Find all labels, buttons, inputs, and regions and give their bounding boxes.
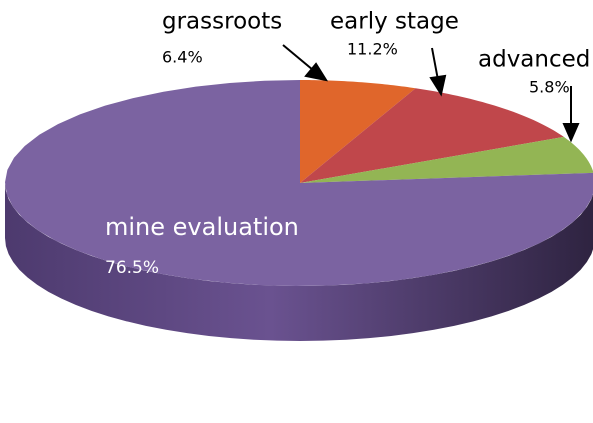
arrow-head <box>304 62 329 82</box>
arrow-head <box>429 74 447 97</box>
slice-label: grassroots <box>162 9 282 35</box>
slice-value-label: 5.8% <box>529 78 570 97</box>
slice-value-label: 6.4% <box>162 48 203 67</box>
arrows <box>282 44 580 143</box>
arrow <box>431 47 439 81</box>
slice-label: advanced <box>478 47 590 73</box>
pie-slice <box>300 88 564 183</box>
pie-slice <box>5 80 593 286</box>
pie-slice <box>300 80 416 183</box>
slice-value-label: 11.2% <box>347 40 398 59</box>
arrow <box>282 44 314 71</box>
pie-tops <box>5 80 593 286</box>
slice-value-label: 76.5% <box>105 258 159 278</box>
slice-label: early stage <box>330 9 459 35</box>
pie-slice <box>300 136 593 183</box>
labels: grassroots 6.4% early stage 11.2% advanced 5.… <box>105 9 590 279</box>
pie-sides <box>5 183 593 341</box>
arrow-head <box>562 123 580 143</box>
slice-label: mine evaluation <box>105 213 299 241</box>
pie-slice-side <box>5 183 593 341</box>
